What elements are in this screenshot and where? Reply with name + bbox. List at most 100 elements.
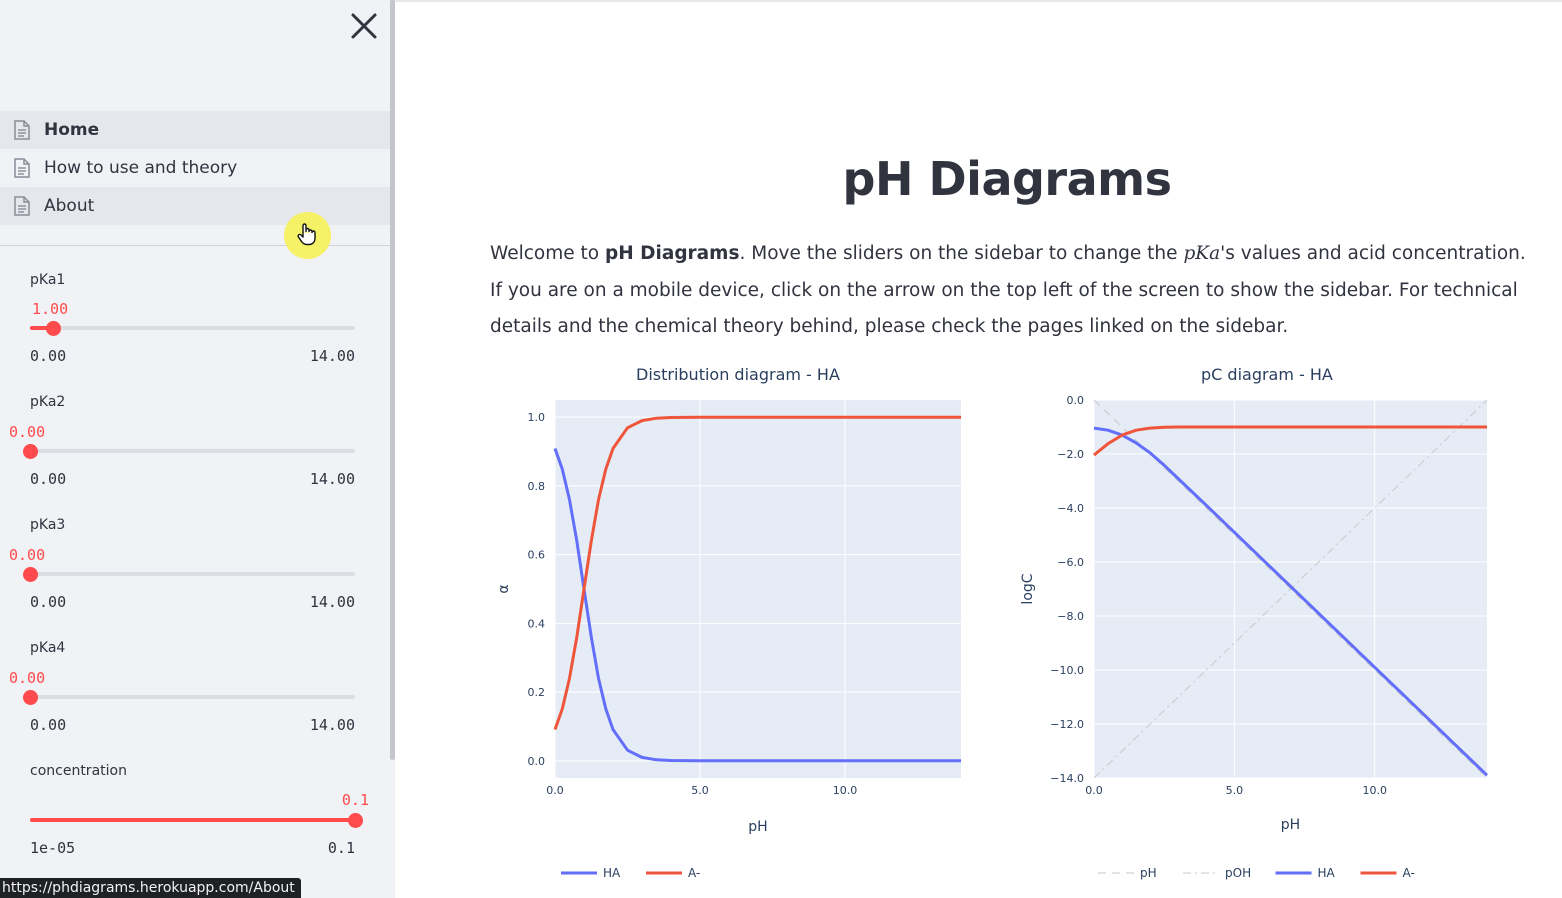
intro-paragraph: Welcome to pH Diagrams. Move the sliders… <box>490 236 1530 346</box>
x-tick-label: 0.0 <box>546 784 564 797</box>
pka2-slider: pKa2 0.00 0.00 14.00 <box>9 394 355 489</box>
slider-value: 0.00 <box>9 669 46 687</box>
y-tick-label: −4.0 <box>1057 502 1084 515</box>
sidebar-scrollbar[interactable] <box>390 0 395 760</box>
sidebar-item-label: Home <box>44 120 100 140</box>
close-icon <box>351 13 377 39</box>
concentration-slider: concentration 0.1 1e-05 0.1 <box>30 763 369 858</box>
slider-min: 0.00 <box>30 347 67 365</box>
distribution-chart: 0.0 0.2 0.4 0.6 0.8 1.0 0.0 5.0 10.0 pH α HA A- <box>496 400 961 880</box>
legend-label-HA: HA <box>1318 866 1336 880</box>
y-tick-label: 0.8 <box>528 480 546 493</box>
legend-label-pOH: pOH <box>1225 866 1251 880</box>
slider-track[interactable] <box>22 689 355 705</box>
slider-label: concentration <box>30 763 127 779</box>
slider-track[interactable] <box>22 566 355 582</box>
slider-max: 14.00 <box>309 593 355 611</box>
slider-min: 1e-05 <box>30 839 76 857</box>
intro-text: Welcome to <box>490 243 605 264</box>
sidebar-divider <box>0 245 390 246</box>
series-line-HA <box>553 447 961 763</box>
x-tick-label: 5.0 <box>691 784 709 797</box>
status-bar-url: https://phdiagrams.herokuapp.com/About <box>0 878 301 898</box>
y-tick-label: 0.6 <box>528 549 546 562</box>
hand-cursor-icon <box>296 222 318 250</box>
slider-max: 14.00 <box>309 470 355 488</box>
y-axis-label: logC <box>1020 573 1036 604</box>
slider-label: pKa3 <box>30 517 66 533</box>
slider-label: pKa1 <box>30 272 66 288</box>
sidebar-scroll-track <box>390 760 395 898</box>
pka1-slider: pKa1 1.00 0.00 14.00 <box>30 272 355 367</box>
y-tick-label: −6.0 <box>1057 556 1084 569</box>
x-tick-label: 0.0 <box>1085 784 1103 797</box>
slider-label: pKa4 <box>30 640 66 656</box>
y-tick-label: 0.2 <box>528 686 546 699</box>
sidebar-item-home[interactable]: Home <box>0 111 390 149</box>
slider-thumb[interactable] <box>22 443 38 459</box>
slider-thumb[interactable] <box>22 689 38 705</box>
x-axis-label: pH <box>748 819 767 835</box>
y-tick-label: 0.0 <box>528 755 546 768</box>
y-tick-label: −8.0 <box>1057 610 1084 623</box>
intro-text: . Move the sliders on the sidebar to cha… <box>739 243 1184 264</box>
slider-value: 0.00 <box>9 546 46 564</box>
y-tick-label: 0.4 <box>528 617 546 630</box>
slider-label: pKa2 <box>30 394 66 410</box>
x-tick-label: 5.0 <box>1226 784 1244 797</box>
slider-min: 0.00 <box>30 470 67 488</box>
sidebar-item-label: About <box>44 196 95 216</box>
slider-value: 0.00 <box>9 423 46 441</box>
slider-min: 0.00 <box>30 716 67 734</box>
slider-value: 0.1 <box>341 791 369 809</box>
y-tick-label: −12.0 <box>1050 718 1084 731</box>
pc-chart: 0.0−2.0−4.0−6.0−8.0−10.0−12.0−14.00.0 5.0… <box>1020 394 1489 880</box>
sidebar-item-label: How to use and theory <box>44 158 238 178</box>
slider-thumb[interactable] <box>45 320 61 336</box>
legend-label-A-: A- <box>688 866 700 880</box>
series-line-pOH <box>1093 399 1488 779</box>
sidebar: Home How to use and theory About pKa1 1.… <box>0 0 390 898</box>
document-icon <box>13 196 31 216</box>
series-line-A- <box>1093 425 1487 457</box>
y-tick-label: −10.0 <box>1050 664 1084 677</box>
x-axis-label: pH <box>1281 817 1300 833</box>
slider-thumb[interactable] <box>22 566 38 582</box>
slider-track[interactable] <box>30 320 355 336</box>
sidebar-item-how-to-use[interactable]: How to use and theory <box>0 149 390 187</box>
document-icon <box>13 120 31 140</box>
y-tick-label: −2.0 <box>1057 448 1084 461</box>
sidebar-nav: Home How to use and theory About <box>0 111 390 225</box>
y-tick-label: −14.0 <box>1050 772 1084 785</box>
slider-max: 14.00 <box>309 716 355 734</box>
plot-area <box>555 400 961 778</box>
x-tick-label: 10.0 <box>833 784 858 797</box>
series-line-A- <box>553 415 961 731</box>
legend-label-HA: HA <box>603 866 621 880</box>
slider-thumb[interactable] <box>347 812 363 828</box>
document-icon <box>13 158 31 178</box>
close-sidebar-button[interactable] <box>346 8 382 44</box>
intro-bold: pH Diagrams <box>604 243 740 264</box>
y-tick-label: 0.0 <box>1067 394 1085 407</box>
intro-text: 's values and acid concentration. If you… <box>490 243 1526 337</box>
pka4-slider: pKa4 0.00 0.00 14.00 <box>9 640 355 735</box>
slider-value: 1.00 <box>32 300 69 318</box>
slider-track[interactable] <box>22 443 355 459</box>
slider-min: 0.00 <box>30 593 67 611</box>
chart-title-pc: pC diagram - HA <box>1201 365 1333 384</box>
y-tick-label: 1.0 <box>528 411 546 424</box>
slider-max: 0.1 <box>327 839 355 857</box>
y-axis-label: α <box>496 584 512 593</box>
legend-label-pH: pH <box>1140 866 1157 880</box>
slider-track[interactable] <box>30 812 363 828</box>
pka3-slider: pKa3 0.00 0.00 14.00 <box>9 517 355 612</box>
intro-math: pKa <box>1183 243 1221 264</box>
sidebar-item-about[interactable]: About <box>0 187 390 225</box>
slider-fill <box>30 818 355 822</box>
slider-max: 14.00 <box>309 347 355 365</box>
slider-fill <box>30 326 54 330</box>
page-title: pH Diagrams <box>842 152 1172 206</box>
legend-label-A-: A- <box>1403 866 1415 880</box>
